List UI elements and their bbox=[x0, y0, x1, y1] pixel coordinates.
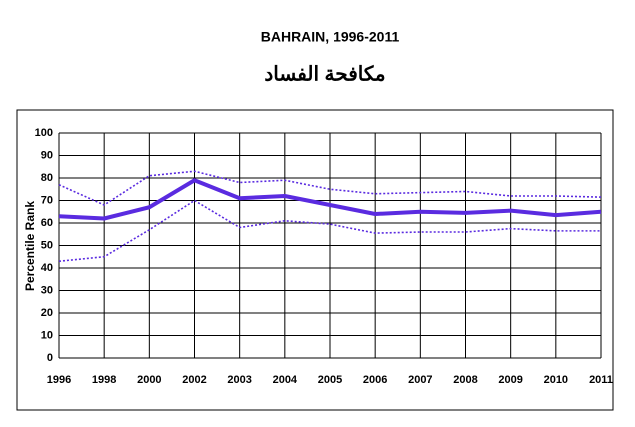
frame bbox=[16, 109, 614, 411]
x-tick-label: 2005 bbox=[318, 374, 342, 386]
y-tick-label: 30 bbox=[41, 284, 53, 296]
y-tick-label: 50 bbox=[41, 239, 53, 251]
chart-title: BAHRAIN, 1996-2011 bbox=[261, 29, 400, 45]
y-tick-label: 100 bbox=[35, 127, 53, 139]
y-tick-label: 70 bbox=[41, 194, 53, 206]
y-tick-label: 60 bbox=[41, 217, 53, 229]
x-tick-label: 2008 bbox=[453, 374, 477, 386]
chart-subtitle: مكافحة الفساد bbox=[264, 63, 385, 85]
x-tick-label: 2002 bbox=[182, 374, 206, 386]
x-tick-label: 2000 bbox=[137, 374, 161, 386]
y-tick-label: 10 bbox=[41, 329, 53, 341]
y-tick-label: 20 bbox=[41, 307, 53, 319]
y-tick-label: 90 bbox=[41, 149, 53, 161]
x-tick-label: 2006 bbox=[363, 374, 387, 386]
x-tick-label: 2004 bbox=[273, 374, 298, 386]
y-tick-label: 80 bbox=[41, 172, 53, 184]
x-tick-label: 2007 bbox=[408, 374, 432, 386]
line bbox=[58, 199, 601, 263]
y-tick-label: 0 bbox=[47, 352, 53, 364]
x-tick-label: 2009 bbox=[498, 374, 522, 386]
x-tick-label: 1998 bbox=[92, 374, 116, 386]
x-tick-label: 2010 bbox=[544, 374, 568, 386]
line bbox=[58, 178, 602, 221]
y-axis-label: Percentile Rank bbox=[23, 201, 37, 291]
y-tick-label: 40 bbox=[41, 262, 53, 274]
x-tick-label: 1996 bbox=[47, 374, 71, 386]
x-tick-label: 2011 bbox=[589, 374, 613, 386]
x-tick-label: 2003 bbox=[227, 374, 251, 386]
